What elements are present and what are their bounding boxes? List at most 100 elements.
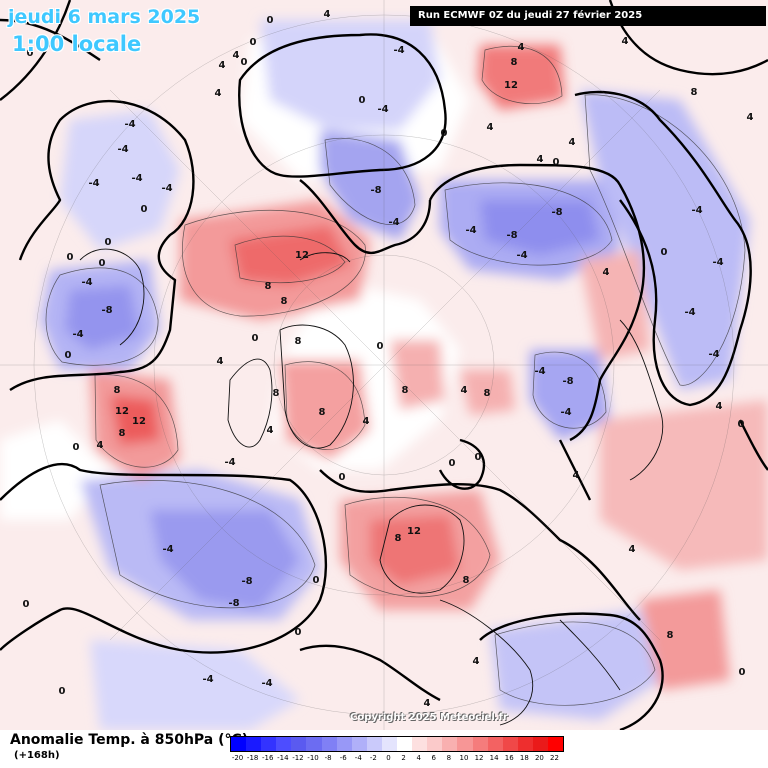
- contour-value-label: 0: [141, 204, 148, 215]
- contour-value-label: -4: [224, 457, 235, 468]
- contour-value-label: -4: [712, 257, 723, 268]
- forecast-time-title: 1:00 locale: [12, 32, 142, 56]
- contour-value-label: 4: [215, 88, 222, 99]
- contour-value-label: 12: [132, 416, 146, 427]
- scale-tick-label: -6: [339, 754, 347, 762]
- contour-value-label: -4: [388, 217, 399, 228]
- contour-value-label: -8: [228, 598, 239, 609]
- contour-value-label: 4: [603, 267, 610, 278]
- contour-value-label: 8: [281, 296, 288, 307]
- contour-value-label: -8: [506, 230, 517, 241]
- cold-anomaly-pacific-north: [260, 20, 440, 130]
- contour-value-label: 0: [65, 350, 72, 361]
- scale-tick-label: 0: [386, 754, 391, 762]
- color-swatch: [321, 737, 337, 751]
- scale-tick-label: 8: [446, 754, 452, 762]
- scale-tick-label: -10: [307, 754, 319, 762]
- scale-tick-label: 18: [519, 754, 529, 762]
- contour-value-label: 4: [518, 42, 525, 53]
- contour-value-label: 4: [487, 122, 494, 133]
- contour-value-label: 0: [553, 157, 560, 168]
- contour-value-label: 0: [23, 599, 30, 610]
- contour-value-label: 8: [265, 281, 272, 292]
- contour-value-label: -4: [377, 104, 388, 115]
- model-run-info: Run ECMWF 0Z du jeudi 27 février 2025: [410, 6, 766, 26]
- contour-value-label: -8: [370, 185, 381, 196]
- warm-anomaly-southeast: [600, 400, 768, 570]
- color-swatch: [517, 737, 533, 751]
- contour-value-label: 0: [267, 15, 274, 26]
- contour-value-label: -4: [124, 119, 135, 130]
- scale-tick-label: -20: [231, 754, 244, 762]
- contour-value-label: -4: [202, 674, 213, 685]
- contour-value-label: -4: [516, 250, 527, 261]
- color-swatch: [291, 737, 307, 751]
- contour-value-label: 0: [377, 341, 384, 352]
- scale-tick-label: -14: [277, 754, 289, 762]
- color-swatch: [427, 737, 443, 751]
- scale-tick-label: 22: [550, 754, 559, 762]
- contour-value-label: 8: [319, 407, 326, 418]
- contour-value-label: 8: [114, 385, 121, 396]
- contour-value-label: 8: [295, 336, 302, 347]
- color-swatch: [336, 737, 352, 751]
- contour-value-label: 8: [273, 388, 280, 399]
- cold-anomaly-east-asia: [580, 90, 750, 390]
- contour-value-label: 0: [449, 458, 456, 469]
- lead-time-label: (+168h): [14, 750, 60, 761]
- warm-anomaly-us-core: [110, 395, 160, 445]
- scale-tick-label: -18: [246, 754, 259, 762]
- contour-value-label: 4: [629, 544, 636, 555]
- contour-value-label: 0: [739, 667, 746, 678]
- contour-value-label: 4: [233, 50, 240, 61]
- scale-tick-label: 2: [401, 754, 406, 762]
- contour-value-label: 8: [691, 87, 698, 98]
- graticule: [0, 0, 768, 730]
- scale-tick-label: 16: [504, 754, 514, 762]
- contour-value-label: 0: [241, 57, 248, 68]
- contour-value-label: 4: [97, 440, 104, 451]
- contour-value-label: 8: [463, 575, 470, 586]
- color-scale: [230, 736, 564, 752]
- scale-tick-label: -4: [354, 754, 362, 762]
- contour-value-label: -8: [241, 576, 252, 587]
- contour-value-label: 12: [115, 406, 129, 417]
- contour-value-label: 12: [407, 526, 421, 537]
- contour-value-label: 8: [395, 533, 402, 544]
- warm-anomaly-arctic-core: [230, 225, 350, 285]
- color-swatch: [547, 737, 564, 751]
- contour-value-label: 0: [475, 452, 482, 463]
- color-swatch: [366, 737, 382, 751]
- contour-value-label: 8: [119, 428, 126, 439]
- contour-value-label: 4: [324, 9, 331, 20]
- contour-value-label: 4: [716, 401, 723, 412]
- field-label: Anomalie Temp. à 850hPa (°C): [10, 732, 249, 748]
- color-swatch: [412, 737, 428, 751]
- warm-anomaly-pacific: [478, 45, 565, 110]
- contour-value-label: -4: [534, 366, 545, 377]
- warm-anomaly-asia: [580, 250, 650, 360]
- color-swatch: [532, 737, 548, 751]
- warm-anomaly-urals: [460, 370, 515, 415]
- contour-value-label: 8: [484, 388, 491, 399]
- color-swatch: [487, 737, 503, 751]
- color-swatch: [457, 737, 473, 751]
- color-swatch: [351, 737, 367, 751]
- contour-value-label: 8: [402, 385, 409, 396]
- contour-value-label: -4: [560, 407, 571, 418]
- warm-anomaly-europe-core: [370, 515, 460, 585]
- contour-value-label: 4: [217, 356, 224, 367]
- contour-value-label: 12: [295, 250, 309, 261]
- contour-value-label: -4: [131, 173, 142, 184]
- anomaly-fields: [0, 20, 768, 730]
- color-swatch: [397, 737, 413, 751]
- contour-value-label: -4: [393, 45, 404, 56]
- color-swatch: [502, 737, 518, 751]
- contour-value-label: 4: [537, 154, 544, 165]
- contour-value-label: 0: [359, 95, 366, 106]
- scale-tick-label: 12: [474, 754, 484, 762]
- contour-value-label: 0: [67, 252, 74, 263]
- scale-tick-label: -12: [292, 754, 304, 762]
